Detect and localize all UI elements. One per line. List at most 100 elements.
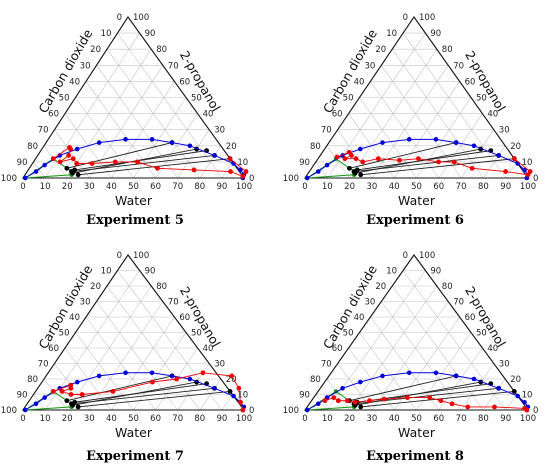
experiment-point	[228, 169, 233, 174]
binodal-point	[315, 401, 321, 407]
tick-label-co2: 70	[321, 360, 332, 370]
tick-label-co2: 20	[90, 282, 101, 292]
tick-label-propanol: 40	[203, 344, 214, 354]
experiment-series	[50, 370, 246, 413]
experiment-point	[70, 156, 76, 162]
tick-label-propanol: 10	[522, 158, 533, 168]
experiment-point	[375, 156, 381, 162]
tie-lines	[64, 373, 233, 410]
experiment-point	[238, 399, 243, 405]
tick-label-propanol: 40	[487, 110, 498, 120]
tie-line	[357, 150, 491, 171]
experiment-point	[349, 153, 354, 158]
experiment-point	[174, 376, 180, 382]
tick-label-co2: 40	[69, 313, 80, 323]
tie-line	[349, 375, 457, 402]
tick-label-propanol: 40	[203, 110, 214, 120]
tick-label-co2: 90	[17, 158, 28, 168]
grid-line	[438, 113, 483, 179]
experiment-point	[57, 159, 63, 165]
experiment-point	[68, 392, 74, 397]
tie-line	[74, 150, 207, 171]
tick-label-water: 70	[456, 414, 467, 424]
binodal-point	[22, 407, 28, 413]
ternary-panel-4: 0001010102020203030304040405050506060607…	[283, 251, 539, 464]
tick-label-water: 50	[411, 414, 422, 424]
binodal-point	[33, 169, 39, 174]
binodal-point	[74, 379, 80, 385]
tick-label-propanol: 20	[226, 142, 237, 152]
grid-line	[33, 394, 46, 411]
tick-label-propanol: 40	[487, 344, 498, 354]
tick-label-propanol: 0	[533, 406, 538, 416]
tick-label-water: 20	[344, 414, 355, 424]
tick-label-propanol: 0	[249, 174, 254, 184]
experiment-point	[66, 153, 72, 158]
tie-line-end	[72, 399, 78, 405]
tick-label-co2: 60	[48, 344, 59, 354]
binodal-point	[433, 137, 439, 142]
binodal-series	[304, 370, 531, 413]
tick-label-co2: 30	[80, 61, 91, 71]
tick-label-co2: 80	[310, 142, 321, 152]
experiment-point	[50, 389, 56, 394]
experiment-point	[465, 404, 471, 410]
grid-line	[460, 129, 495, 179]
tick-label-water: 30	[84, 182, 95, 192]
grid-line	[326, 145, 350, 179]
tick-label-co2: 30	[364, 298, 375, 308]
tick-label-water: 80	[194, 182, 205, 192]
tick-label-co2: 70	[38, 126, 49, 136]
tie-line-end	[358, 404, 364, 410]
experiment-point	[200, 370, 206, 376]
binodal-point	[340, 386, 345, 391]
tick-label-water: 60	[433, 182, 444, 192]
tick-label-co2: 20	[375, 282, 386, 292]
tick-label-water: 80	[194, 414, 205, 424]
tick-label-co2: 10	[386, 267, 397, 277]
experiment-point	[240, 173, 246, 179]
grid-lines	[315, 270, 517, 411]
experiment-point	[236, 385, 242, 391]
grid-line	[460, 363, 495, 411]
tick-label-co2: 40	[354, 313, 365, 323]
grid-line	[221, 161, 233, 179]
binodal-point	[187, 143, 193, 149]
experiment-point	[112, 159, 118, 165]
tie-line-end	[511, 389, 517, 394]
tick-label-co2: 50	[59, 329, 70, 339]
tick-label-water: 50	[411, 182, 422, 192]
binodal-series	[304, 137, 531, 181]
tick-label-water: 70	[172, 182, 183, 192]
tie-line	[353, 155, 499, 173]
tie-line-end	[72, 167, 78, 173]
panel-title: Experiment 7	[86, 449, 184, 464]
grid-line	[416, 332, 472, 411]
grid-line	[326, 378, 350, 411]
tick-label-propanol: 50	[191, 94, 202, 104]
tie-line-end	[64, 398, 70, 404]
tie-line	[349, 142, 457, 169]
tick-label-water: 40	[106, 182, 117, 192]
tie-line	[71, 387, 215, 405]
tick-label-co2: 30	[80, 298, 91, 308]
experiment-point	[511, 156, 517, 162]
binodal-point	[187, 376, 193, 382]
tick-label-propanol: 80	[156, 45, 167, 55]
tick-label-co2: 80	[27, 375, 38, 385]
experiment-point	[331, 395, 337, 400]
tick-label-co2: 80	[27, 142, 38, 152]
tick-label-water: 70	[172, 414, 183, 424]
grid-line	[315, 161, 328, 179]
grid-line	[43, 378, 68, 411]
experiment-point	[79, 392, 85, 397]
tie-line	[353, 387, 499, 405]
tick-label-water: 50	[128, 182, 139, 192]
binodal-point	[453, 140, 459, 145]
tick-label-water: 20	[62, 414, 73, 424]
grid-line	[133, 332, 187, 411]
experiment-point	[59, 389, 65, 394]
tick-label-propanol: 70	[453, 298, 464, 308]
binodal-point	[123, 137, 128, 142]
grid-line	[483, 145, 506, 179]
